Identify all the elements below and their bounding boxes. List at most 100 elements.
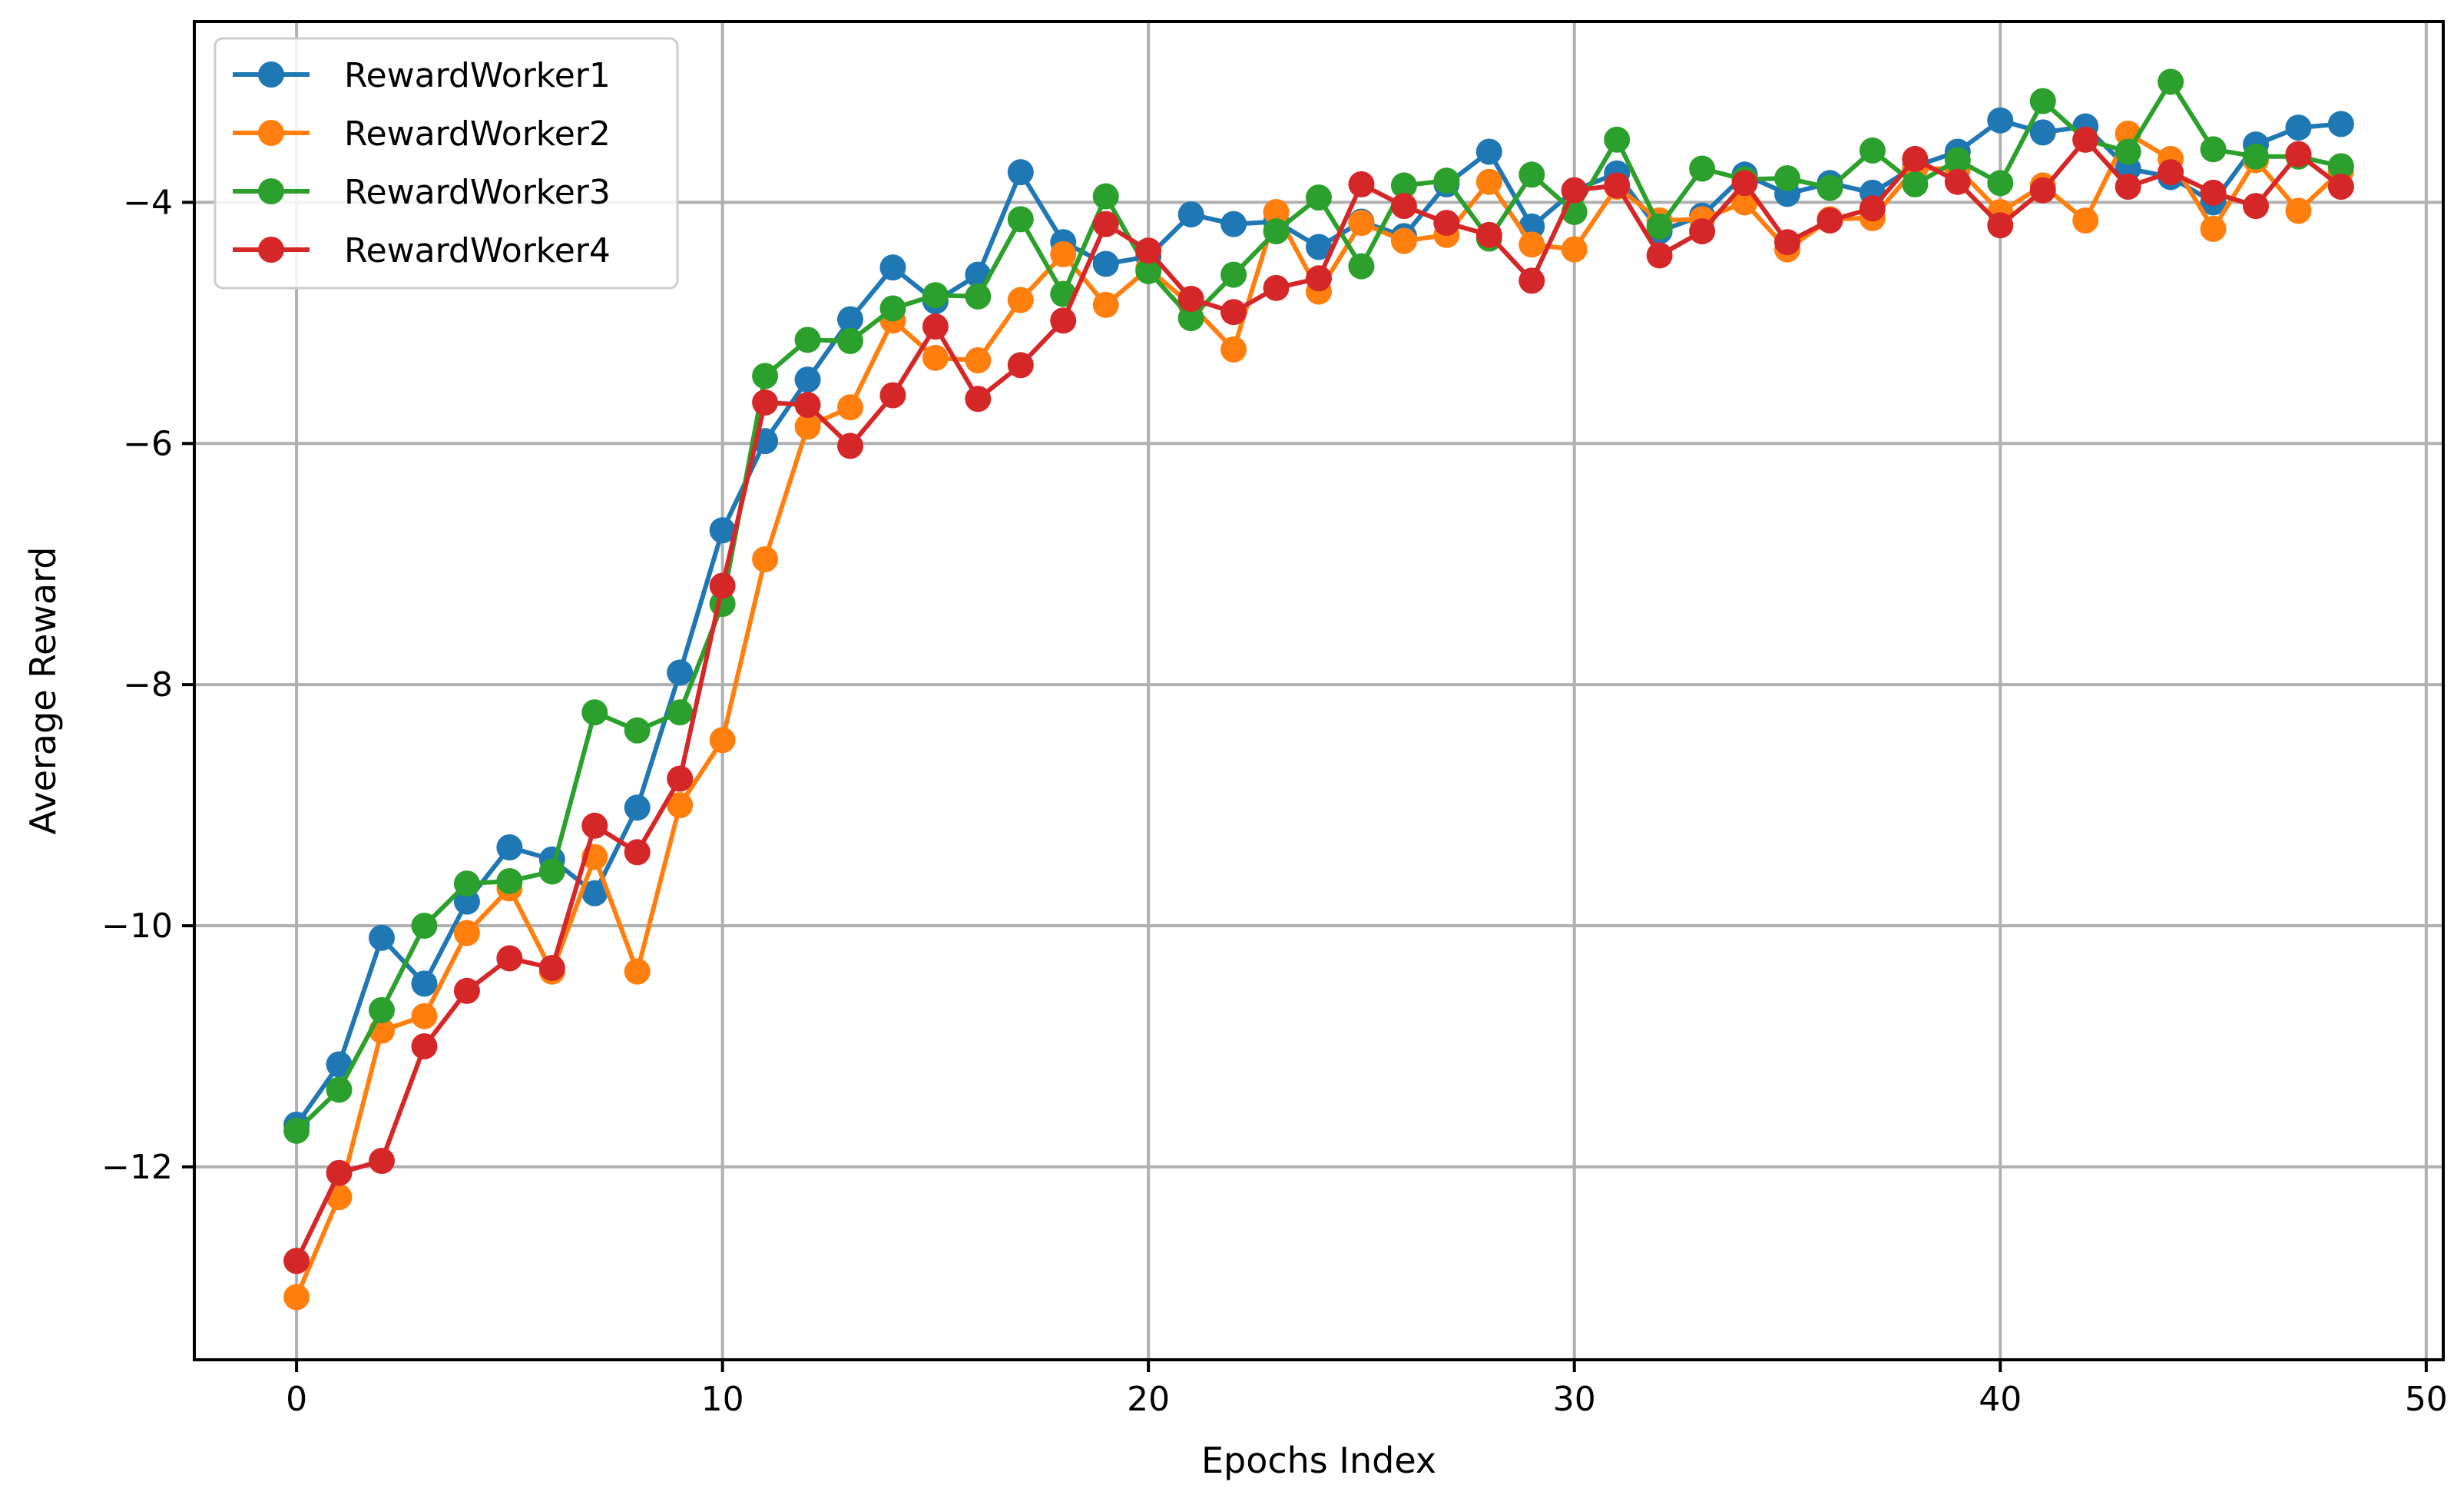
legend-marker — [258, 237, 284, 263]
data-point — [2285, 141, 2312, 167]
legend-label: RewardWorker4 — [344, 231, 611, 270]
data-point — [1433, 167, 1460, 194]
data-point — [581, 880, 608, 907]
data-point — [1007, 159, 1034, 186]
data-point — [1987, 212, 2014, 239]
data-point — [1774, 229, 1800, 256]
data-point — [2029, 119, 2056, 146]
x-tick-label: 40 — [1979, 1380, 2022, 1419]
data-point — [283, 1284, 310, 1311]
data-point — [1475, 221, 1502, 248]
data-point — [1646, 242, 1673, 269]
data-point — [1475, 138, 1502, 165]
data-point — [326, 1051, 353, 1078]
data-point — [2200, 136, 2227, 163]
data-point — [2158, 159, 2184, 186]
data-point — [1177, 201, 1204, 228]
data-point — [794, 413, 821, 440]
data-point — [709, 727, 736, 754]
data-point — [624, 839, 651, 866]
data-point — [1518, 267, 1545, 294]
data-point — [1902, 145, 1929, 172]
data-point — [837, 394, 863, 421]
legend-label: RewardWorker2 — [344, 114, 611, 154]
data-point — [1007, 287, 1034, 313]
data-point — [496, 945, 523, 972]
y-axis-label: Average Reward — [22, 547, 64, 835]
data-point — [1604, 172, 1631, 199]
data-point — [453, 888, 480, 915]
data-point — [1050, 240, 1077, 267]
y-tick-label: −8 — [123, 665, 173, 704]
data-point — [581, 812, 608, 839]
legend-entry: RewardWorker1 — [233, 56, 611, 95]
data-point — [2200, 215, 2227, 242]
data-point — [624, 794, 651, 821]
data-point — [1092, 210, 1119, 237]
x-axis-label: Epochs Index — [1201, 1440, 1436, 1481]
y-tick-label: −12 — [101, 1148, 173, 1187]
data-point — [453, 977, 480, 1004]
x-tick-label: 0 — [286, 1380, 307, 1419]
data-point — [1944, 168, 1971, 195]
data-point — [1220, 261, 1247, 288]
data-point — [1348, 171, 1375, 197]
data-point — [1092, 291, 1119, 318]
data-point — [1390, 172, 1417, 199]
data-point — [1092, 250, 1119, 277]
data-point — [411, 970, 438, 997]
data-point — [794, 392, 821, 419]
y-tick-label: −4 — [123, 183, 173, 222]
data-point — [411, 913, 438, 940]
data-point — [922, 313, 949, 340]
series-lines — [283, 68, 2354, 1311]
data-point — [794, 366, 821, 393]
legend-box — [214, 37, 679, 290]
data-point — [2029, 88, 2056, 114]
data-point — [1518, 161, 1545, 188]
data-point — [2115, 174, 2141, 201]
data-point — [624, 717, 651, 744]
data-point — [1433, 210, 1460, 237]
data-point — [2285, 197, 2312, 224]
data-point — [1177, 285, 1204, 312]
data-point — [283, 1248, 310, 1275]
axis-ticks: 0 10 20 30 40 50 −12 −10 −8 −6 −4 — [101, 183, 2448, 1419]
data-point — [1306, 265, 1332, 292]
data-point — [1220, 210, 1247, 237]
data-point — [1050, 307, 1077, 334]
x-tick-label: 30 — [1553, 1380, 1596, 1419]
x-tick-label: 50 — [2405, 1380, 2448, 1419]
data-point — [1220, 336, 1247, 363]
data-point — [453, 920, 480, 946]
data-point — [2029, 177, 2056, 204]
series-4 — [283, 126, 2354, 1275]
data-point — [1987, 107, 2014, 134]
y-tick-label: −6 — [123, 424, 173, 463]
data-point — [965, 283, 992, 310]
data-point — [752, 389, 779, 416]
data-point — [453, 870, 480, 897]
data-point — [369, 924, 395, 951]
data-point — [1007, 352, 1034, 379]
data-point — [752, 545, 779, 572]
data-point — [369, 996, 395, 1023]
data-point — [837, 306, 863, 333]
data-point — [1731, 170, 1758, 197]
data-point — [2327, 174, 2354, 201]
data-point — [2158, 68, 2184, 95]
data-point — [1390, 227, 1417, 254]
legend-marker — [258, 120, 284, 146]
data-point — [538, 954, 565, 981]
data-point — [709, 572, 736, 599]
data-point — [667, 792, 694, 819]
x-tick-label: 10 — [701, 1380, 744, 1419]
data-point — [581, 699, 608, 726]
data-point — [2327, 111, 2354, 138]
data-point — [1774, 165, 1800, 192]
data-point — [1817, 207, 1843, 234]
data-point — [837, 433, 863, 459]
data-point — [2243, 193, 2269, 220]
data-point — [922, 344, 949, 371]
